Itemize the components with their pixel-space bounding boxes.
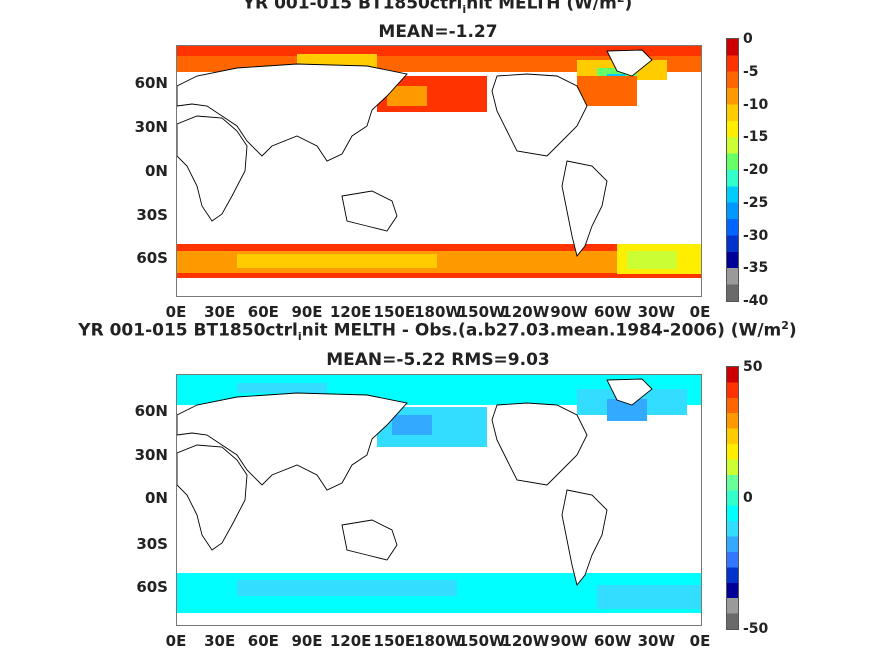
panel1-colorbar-tick: -35 [743, 260, 769, 277]
panel1-lon-label: 120W [501, 303, 550, 321]
panel1-colorbar-tick: -15 [743, 129, 769, 146]
panel1-lat-label: 60N [134, 74, 168, 92]
panel2-title: YR 001-015 BT1850ctrlinit MELTH - Obs.(a… [78, 319, 797, 344]
panel1-colorbar-tick: -20 [743, 162, 769, 178]
panel1-colorbar-tick: -40 [743, 293, 769, 309]
panel2-lon-label: 30E [204, 632, 236, 650]
panel2-colorbar-tick: -50 [743, 621, 769, 637]
panel1-lon-label: 0E [165, 303, 187, 321]
panel2-lat-label: 30N [134, 446, 168, 464]
panel2-lon-label: 150W [457, 632, 506, 650]
panel2-lon-label: 0E [689, 632, 711, 650]
panel2-lon-label: 90W [550, 632, 588, 650]
panel2-lat-label: 0N [145, 489, 168, 507]
panel1-lon-label: 150E [373, 303, 416, 321]
panel2-lon-label: 180W [414, 632, 462, 650]
panel1-lat-label: 60S [136, 249, 168, 267]
panel1-stats: MEAN=-1.27 [378, 22, 498, 42]
panel2-lon-label: 120W [501, 632, 550, 650]
panel1-lon-label: 30E [204, 303, 236, 321]
panel2-stats: MEAN=-5.22 RMS=9.03 [326, 350, 550, 370]
panel2-colorbar [726, 366, 739, 630]
panel1-colorbar-tick: -5 [743, 63, 759, 80]
panel1-colorbar-tick: -10 [743, 96, 769, 113]
panel1-colorbar-tick: 0 [743, 31, 753, 47]
panel1-colorbar-tick: -25 [743, 194, 769, 211]
panel1-title: YR 001-015 BT1850ctrlinit MELTH (W/m2) [242, 0, 633, 17]
panel1-lon-label: 30W [637, 303, 676, 321]
panel1-lon-label: 180W [414, 303, 462, 321]
panel2-colorbar-tick: 0 [743, 490, 753, 506]
panel2-lat-label: 60S [136, 578, 168, 596]
panel2-lat-label: 30S [136, 535, 168, 553]
panel1-lon-label: 90E [291, 303, 323, 321]
panel2-lon-label: 90E [291, 632, 323, 650]
panel2-lon-label: 60W [593, 632, 632, 650]
panel1-lon-label: 90W [550, 303, 588, 321]
panel1-lat-label: 0N [145, 162, 168, 180]
panel1-lon-label: 150W [457, 303, 506, 321]
panel1-map [176, 45, 702, 297]
panel1-lon-label: 0E [689, 303, 711, 321]
panel2-lon-label: 30W [637, 632, 676, 650]
panel1-colorbar [726, 38, 739, 302]
panel2-map [176, 374, 702, 626]
panel2-colorbar-tick: 50 [743, 359, 763, 375]
panel1-colorbar-tick: -30 [743, 227, 769, 244]
panel1-lon-label: 60W [593, 303, 632, 321]
panel1-lat-label: 30S [136, 206, 168, 224]
panel1-lat-label: 30N [134, 118, 168, 136]
panel2-lon-label: 0E [165, 632, 187, 650]
panel2-lon-label: 60E [247, 632, 279, 650]
panel2-lon-label: 120E [329, 632, 372, 650]
panel2-lon-label: 150E [373, 632, 416, 650]
panel1-lon-label: 120E [329, 303, 372, 321]
panel1-lon-label: 60E [247, 303, 279, 321]
panel2-lat-label: 60N [134, 402, 168, 420]
